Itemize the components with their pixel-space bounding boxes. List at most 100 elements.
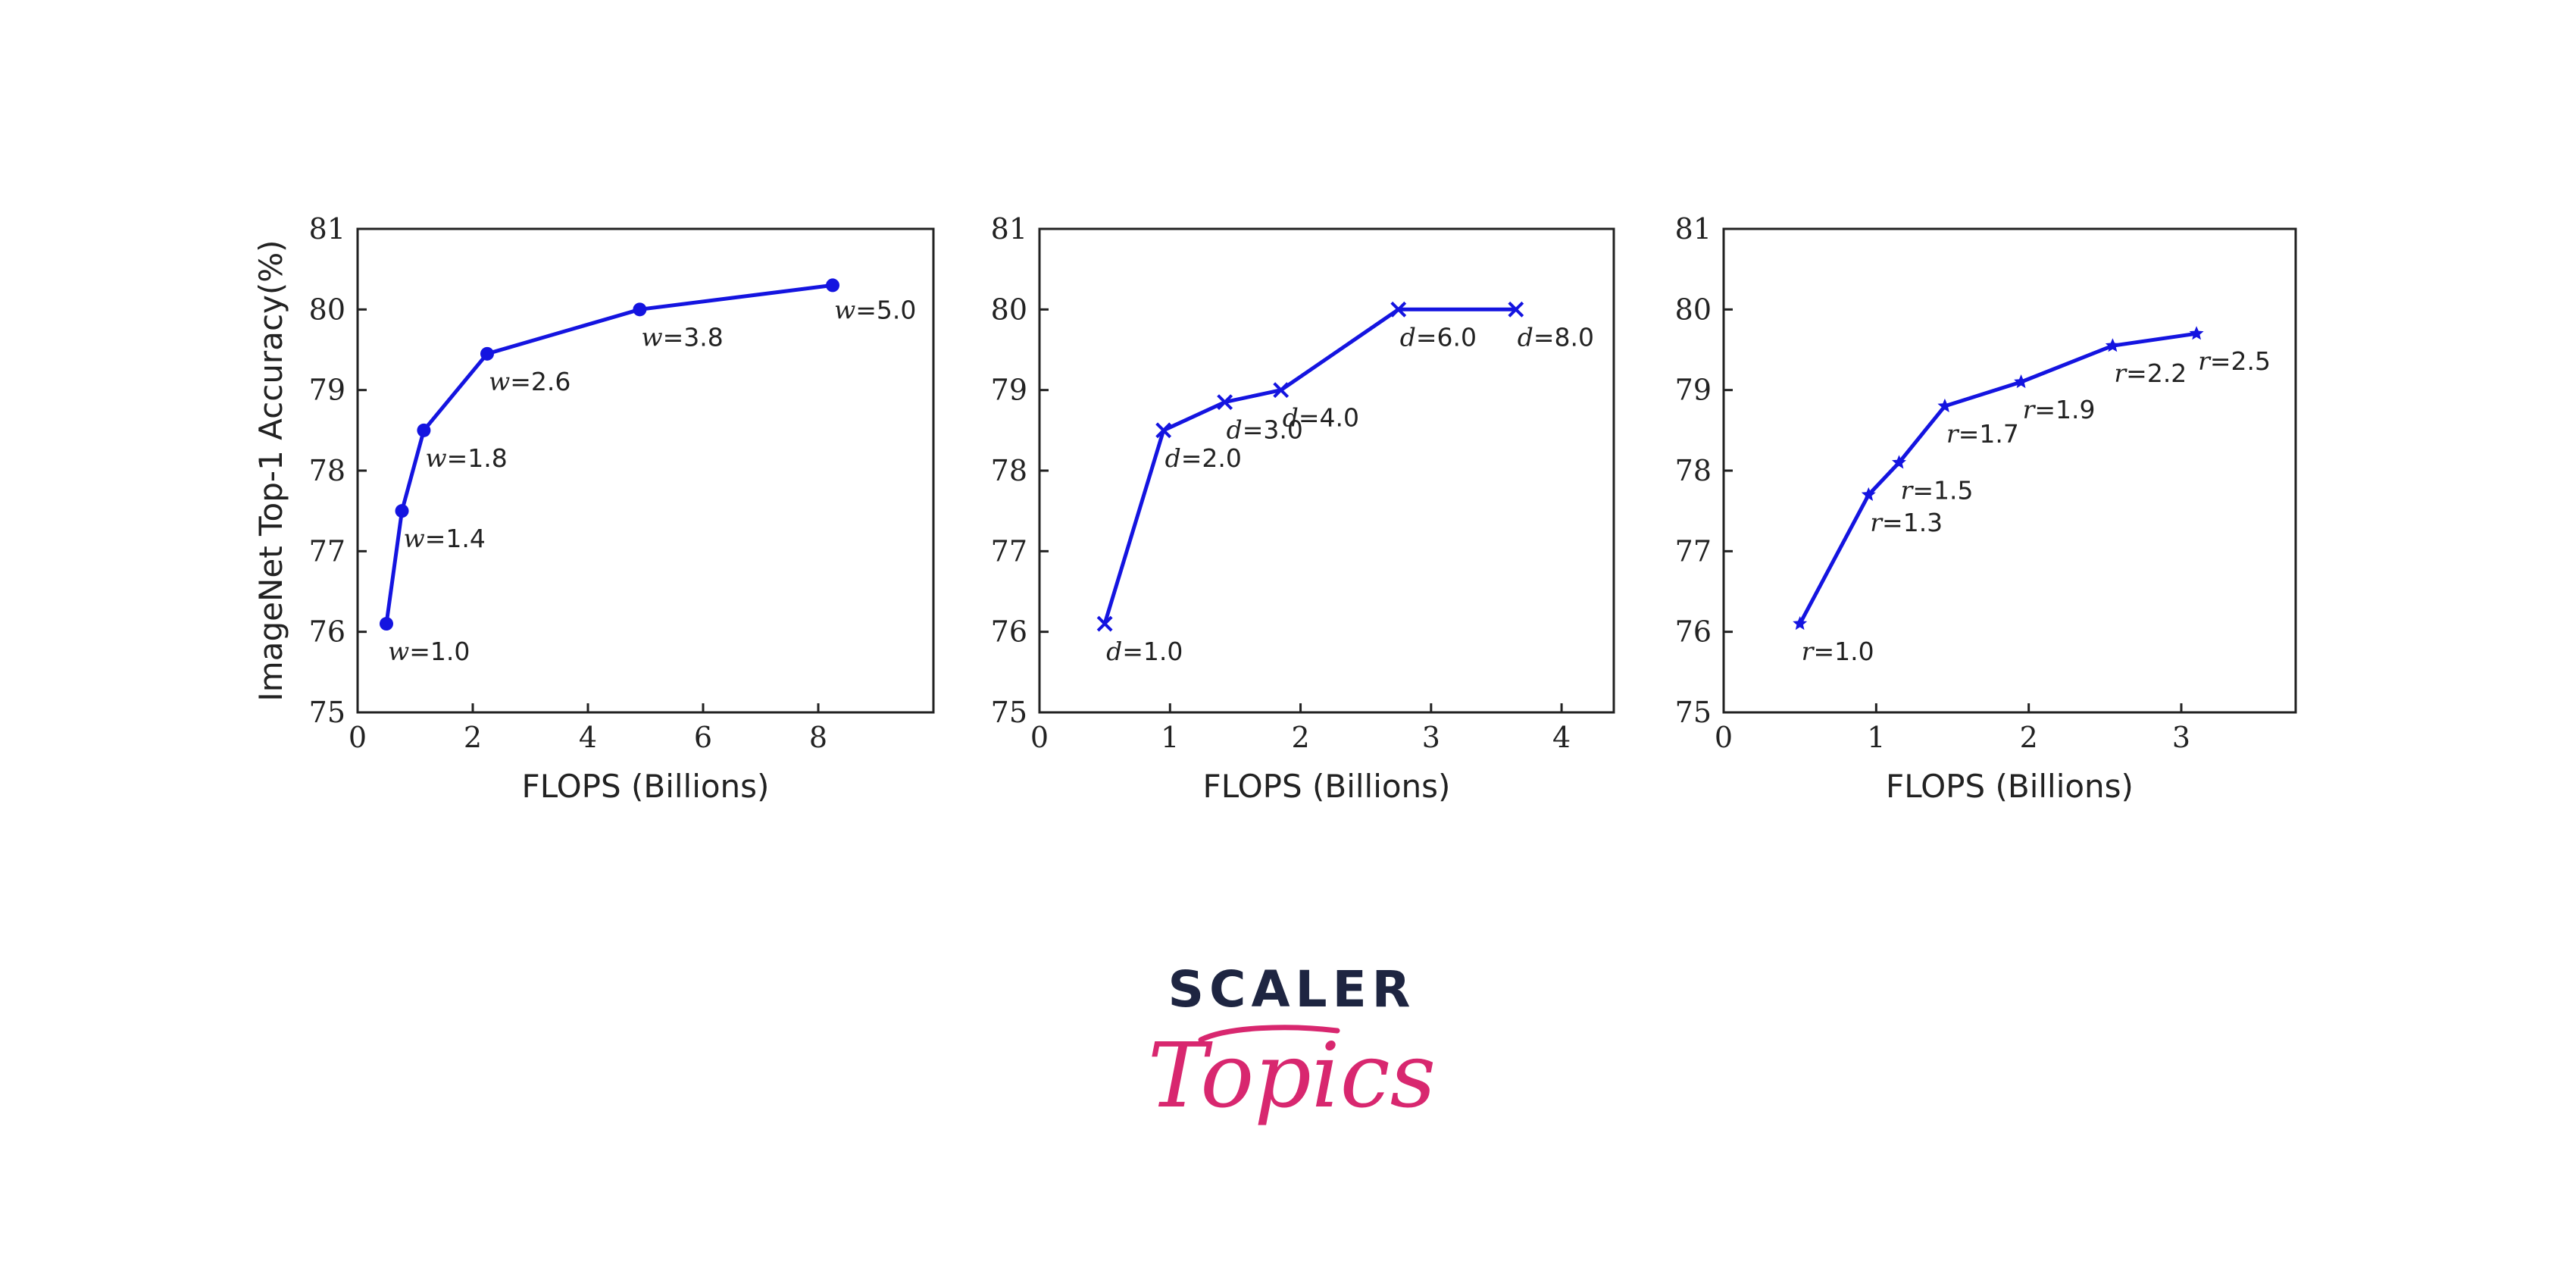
data-point-label-var: r bbox=[1901, 475, 1915, 505]
data-point-label: r=1.9 bbox=[2023, 395, 2096, 424]
data-point-label: d=3.0 bbox=[1227, 415, 1303, 445]
scaler-topics-logo: SCALER Topics bbox=[1148, 960, 1436, 1128]
y-tick-label: 78 bbox=[309, 454, 345, 487]
data-point-marker bbox=[395, 504, 409, 518]
data-point-marker bbox=[1217, 394, 1233, 411]
data-point-label-var: d bbox=[1283, 403, 1299, 433]
data-point-label: r=1.3 bbox=[1870, 508, 1943, 537]
data-point-label: w=5.0 bbox=[834, 295, 916, 324]
y-tick-label: 75 bbox=[991, 696, 1027, 729]
x-tick-label: 6 bbox=[694, 721, 712, 754]
data-point-marker bbox=[1508, 301, 1524, 318]
y-tick-label: 77 bbox=[1675, 534, 1712, 568]
x-tick-label: 1 bbox=[1161, 721, 1179, 754]
charts-group: 0 2 4 6 8 75 76 77 78 79 80 81 FLOPS (Billions) Image… bbox=[252, 212, 2297, 805]
data-point-label-value: =1.8 bbox=[447, 443, 508, 473]
y-tick-label: 79 bbox=[1675, 374, 1712, 407]
data-point-label: w=3.8 bbox=[641, 322, 723, 352]
y-tick-label: 81 bbox=[991, 212, 1027, 246]
data-point-label-value: =1.0 bbox=[1813, 637, 1874, 666]
data-point-label-var: d bbox=[1106, 637, 1122, 666]
data-point-label: w=1.4 bbox=[404, 524, 486, 553]
data-point-label-value: =2.5 bbox=[2210, 346, 2271, 376]
data-point-label-var: r bbox=[2198, 346, 2212, 376]
y-tick-label: 75 bbox=[1675, 696, 1712, 729]
x-tick-label: 1 bbox=[1867, 721, 1885, 754]
series-line bbox=[384, 283, 833, 624]
data-point-label-value: =8.0 bbox=[1533, 322, 1594, 352]
data-point-label-var: r bbox=[2114, 358, 2127, 388]
data-point-label-var: r bbox=[2023, 395, 2037, 424]
data-point-label: d=1.0 bbox=[1106, 637, 1183, 666]
x-axis-label: FLOPS (Billions) bbox=[522, 768, 770, 805]
series-line bbox=[1102, 307, 1516, 624]
data-point-label-var: d bbox=[1400, 322, 1416, 352]
data-point-marker bbox=[480, 346, 494, 361]
y-tick-label: 76 bbox=[991, 615, 1027, 649]
y-tick-label: 80 bbox=[1675, 293, 1712, 326]
x-tick-label: 8 bbox=[809, 721, 827, 754]
y-tick-label: 81 bbox=[309, 212, 345, 246]
y-tick-label: 78 bbox=[991, 454, 1027, 487]
logo-scaler-text: SCALER bbox=[1168, 960, 1415, 1019]
data-point-label-var: w bbox=[641, 322, 662, 352]
x-tick-label: 4 bbox=[579, 721, 597, 754]
data-point-label-value: =2.6 bbox=[510, 367, 571, 396]
data-point-label-value: =4.0 bbox=[1299, 403, 1359, 433]
data-point-marker bbox=[1096, 615, 1113, 632]
data-point-label-var: r bbox=[1870, 508, 1884, 537]
data-point-marker bbox=[417, 423, 431, 437]
data-point-label-var: d bbox=[1518, 322, 1533, 352]
data-point-marker bbox=[2014, 374, 2029, 389]
data-point-label-value: =3.0 bbox=[1243, 415, 1303, 445]
y-tick-label: 79 bbox=[991, 374, 1027, 407]
data-point-marker bbox=[633, 302, 647, 317]
x-tick-label: 0 bbox=[1030, 721, 1049, 754]
data-point-label: w=1.8 bbox=[425, 443, 507, 473]
data-point-label: d=6.0 bbox=[1400, 322, 1477, 352]
x-tick-label: 2 bbox=[2020, 721, 2038, 754]
y-tick-label: 77 bbox=[991, 534, 1027, 568]
data-point-label-value: =6.0 bbox=[1416, 322, 1477, 352]
data-point-marker bbox=[380, 617, 393, 631]
data-point-label: r=2.2 bbox=[2114, 358, 2187, 388]
data-point-label: w=1.0 bbox=[388, 637, 470, 666]
data-point-label-var: w bbox=[489, 367, 510, 396]
logo-swash bbox=[1198, 1025, 1340, 1043]
data-point-label-value: =3.8 bbox=[663, 322, 724, 352]
x-axis-label: FLOPS (Billions) bbox=[1886, 768, 2134, 805]
data-point-label-value: =1.0 bbox=[409, 637, 470, 666]
data-point-label-var: d bbox=[1165, 443, 1181, 473]
x-tick-label: 3 bbox=[1422, 721, 1440, 754]
data-point-label-value: =2.2 bbox=[2126, 358, 2187, 388]
x-tick-label: 2 bbox=[464, 721, 482, 754]
data-point-label: d=4.0 bbox=[1283, 403, 1359, 433]
y-axis-label: ImageNet Top-1 Accuracy(%) bbox=[252, 239, 289, 701]
logo-topics-text: Topics bbox=[1148, 1023, 1436, 1128]
data-point-label-var: w bbox=[425, 443, 446, 473]
y-tick-label: 80 bbox=[991, 293, 1027, 326]
data-point-label-var: w bbox=[834, 295, 855, 324]
y-tick-label: 78 bbox=[1675, 454, 1712, 487]
data-point-label-var: d bbox=[1227, 415, 1243, 445]
y-tick-label: 79 bbox=[309, 374, 345, 407]
data-point-marker bbox=[1155, 422, 1172, 439]
data-point-label-value: =1.5 bbox=[1912, 475, 1973, 505]
y-tick-label: 81 bbox=[1675, 212, 1712, 246]
data-point-label-value: =1.4 bbox=[425, 524, 486, 553]
data-point-marker bbox=[1273, 382, 1290, 399]
data-point-marker bbox=[1937, 398, 1952, 412]
x-tick-label: 2 bbox=[1291, 721, 1309, 754]
y-tick-label: 77 bbox=[309, 534, 345, 568]
data-point-marker bbox=[1892, 455, 1906, 469]
x-tick-label: 0 bbox=[1715, 721, 1733, 754]
data-point-label: d=2.0 bbox=[1165, 443, 1242, 473]
chart-panel-1: 0 2 4 6 8 75 76 77 78 79 80 81 FLOPS (Billions) Image… bbox=[252, 212, 935, 805]
data-point-marker bbox=[1861, 487, 1876, 501]
x-tick-label: 0 bbox=[349, 721, 367, 754]
data-point-label-var: r bbox=[1802, 637, 1815, 666]
data-point-label-value: =5.0 bbox=[855, 295, 916, 324]
y-tick-label: 76 bbox=[309, 615, 345, 649]
data-point-marker bbox=[2105, 338, 2120, 352]
